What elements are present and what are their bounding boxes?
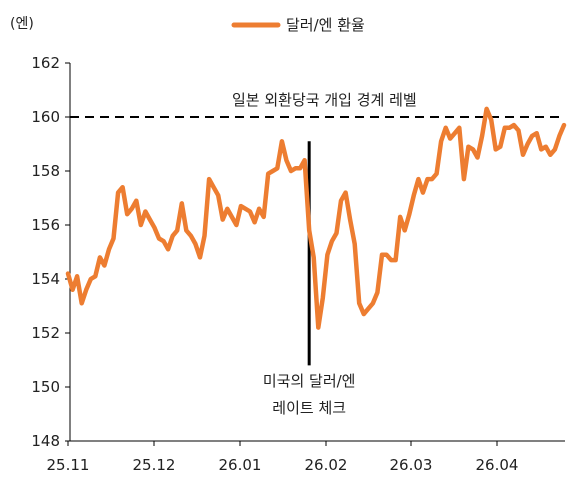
y-tick-label: 152: [31, 324, 60, 342]
usd-jpy-series-line: [65, 106, 567, 330]
x-tick-label: 26.04: [476, 456, 519, 474]
legend: 달러/엔 환율: [231, 16, 365, 34]
x-tick-label: 26.01: [219, 456, 262, 474]
y-tick-label: 148: [31, 432, 60, 450]
x-axis-ticks: 25.11 25.12 26.01 26.02 26.03 26.04: [47, 441, 519, 474]
rate-check-label-line-1: 미국의 달러/엔: [263, 372, 356, 390]
legend-label: 달러/엔 환율: [286, 16, 365, 34]
x-tick-label: 25.11: [47, 456, 90, 474]
y-axis-unit-label: (엔): [10, 16, 34, 32]
x-tick-label: 26.02: [305, 456, 348, 474]
y-axis-ticks: 148 150 152 154 156 158 160 162: [31, 54, 70, 450]
intervention-level-label: 일본 외환당국 개입 경계 레벨: [232, 91, 417, 109]
rate-check-label-line-2: 레이트 체크: [272, 399, 346, 417]
y-tick-label: 150: [31, 378, 60, 396]
y-tick-label: 156: [31, 216, 60, 234]
y-tick-label: 162: [31, 54, 60, 72]
y-tick-label: 160: [31, 108, 60, 126]
x-tick-label: 26.03: [390, 456, 433, 474]
y-tick-label: 154: [31, 270, 60, 288]
y-tick-label: 158: [31, 162, 60, 180]
x-tick-label: 25.12: [133, 456, 176, 474]
